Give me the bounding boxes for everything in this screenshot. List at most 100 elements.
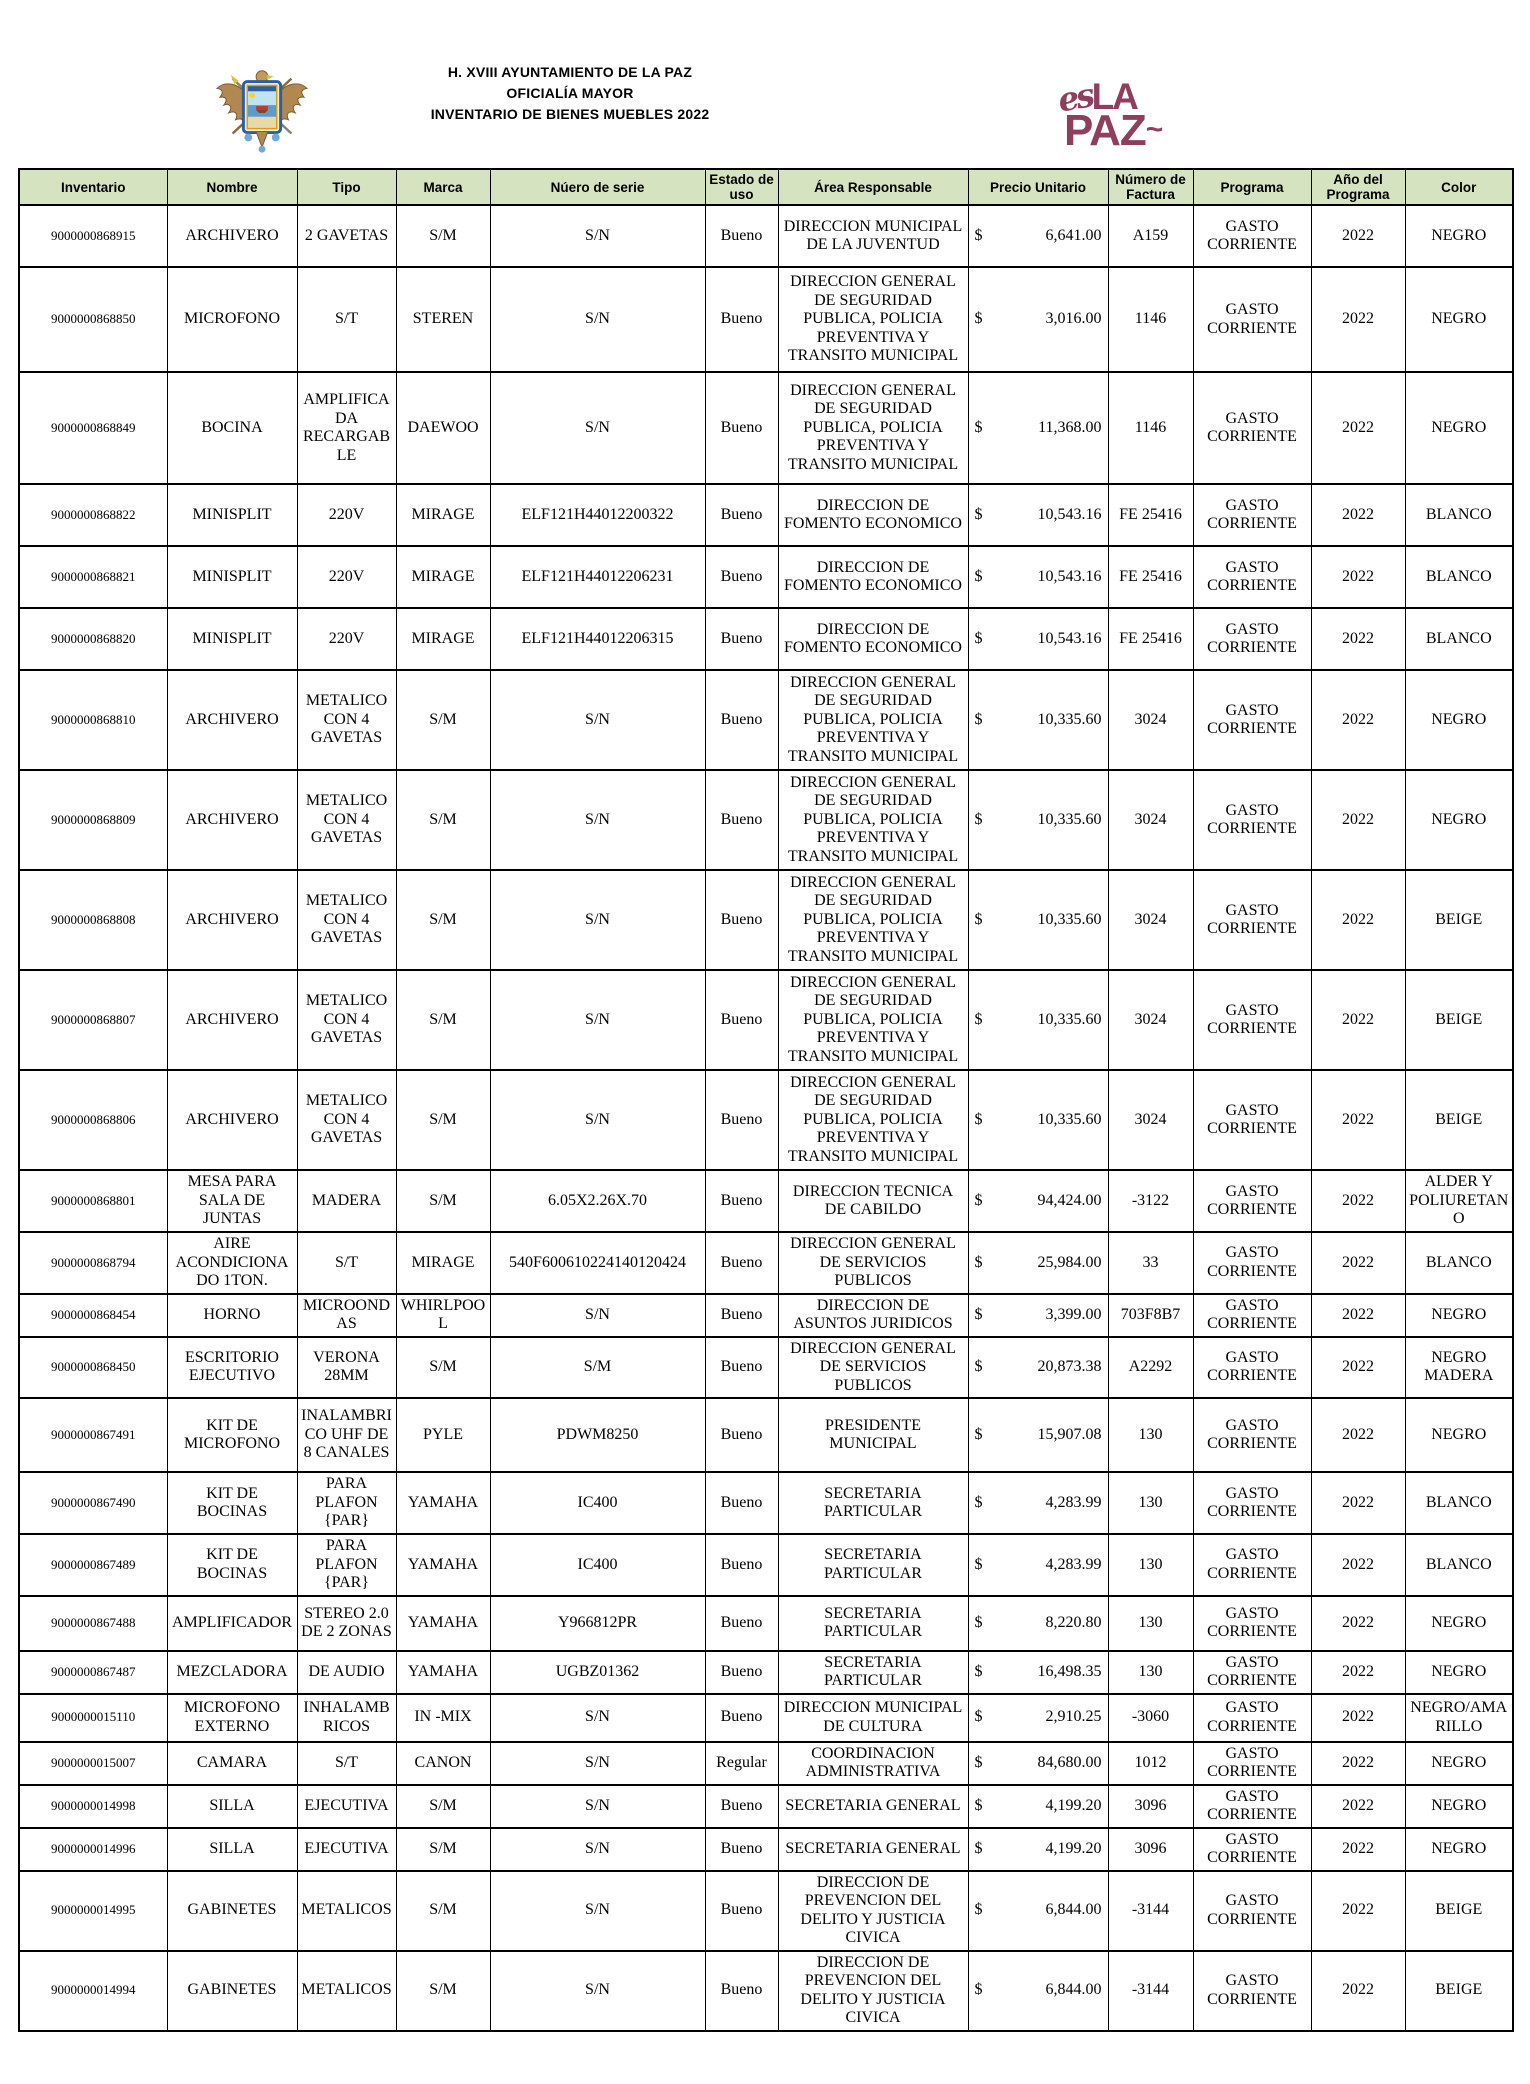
cell-area-responsable: DIRECCION DE FOMENTO ECONOMICO xyxy=(777,607,969,671)
cell-anio-programa: 2022 xyxy=(1310,483,1406,547)
cell-serial-number: UGBZ01362 xyxy=(489,1649,706,1695)
col-header-color: Color xyxy=(1404,168,1514,206)
cell-inventario: 9000000868808 xyxy=(18,869,168,971)
cell-precio-unitario: $3,016.00 xyxy=(967,266,1109,373)
cell-programa: GASTO CORRIENTE xyxy=(1192,1692,1312,1743)
cell-color: BLANCO xyxy=(1404,1533,1514,1597)
cell-color: NEGRO xyxy=(1404,769,1514,871)
cell-tipo: STEREO 2.0 DE 2 ZONAS xyxy=(296,1594,397,1652)
cell-anio-programa: 2022 xyxy=(1310,266,1406,373)
col-header-anio: Año del Programa xyxy=(1310,168,1406,206)
cell-color: NEGRO xyxy=(1404,1740,1514,1786)
cell-anio-programa: 2022 xyxy=(1310,1783,1406,1829)
currency-symbol: $ xyxy=(974,1253,983,1271)
cell-inventario: 9000000868821 xyxy=(18,545,168,609)
cell-anio-programa: 2022 xyxy=(1310,1594,1406,1652)
cell-inventario: 9000000014996 xyxy=(18,1826,168,1872)
cell-inventario: 9000000867491 xyxy=(18,1397,168,1473)
cell-estado-uso: Bueno xyxy=(704,1949,779,2032)
cell-nombre: GABINETES xyxy=(166,1949,298,2032)
cell-numero-factura: 3024 xyxy=(1107,869,1194,971)
cell-serial-number: S/N xyxy=(489,1826,706,1872)
cell-programa: GASTO CORRIENTE xyxy=(1192,1740,1312,1786)
cell-area-responsable: SECRETARIA PARTICULAR xyxy=(777,1533,969,1597)
cell-precio-unitario: $10,543.16 xyxy=(967,545,1109,609)
cell-precio-unitario: $6,641.00 xyxy=(967,204,1109,268)
cell-inventario: 9000000867488 xyxy=(18,1594,168,1652)
cell-color: BEIGE xyxy=(1404,869,1514,971)
currency-symbol: $ xyxy=(974,505,983,523)
cell-nombre: MICROFONO xyxy=(166,266,298,373)
inventory-table: Inventario Nombre Tipo Marca Núero de se… xyxy=(18,168,1514,2032)
cell-numero-factura: -3144 xyxy=(1107,1949,1194,2032)
cell-numero-factura: 1146 xyxy=(1107,371,1194,485)
cell-precio-unitario: $6,844.00 xyxy=(967,1869,1109,1952)
cell-programa: GASTO CORRIENTE xyxy=(1192,1471,1312,1535)
table-row: 9000000868806 ARCHIVERO METALICO CON 4 GAV… xyxy=(18,1069,1514,1171)
cell-numero-factura: A159 xyxy=(1107,204,1194,268)
cell-area-responsable: DIRECCION GENERAL DE SEGURIDAD PUBLICA, … xyxy=(777,1069,969,1171)
cell-marca: YAMAHA xyxy=(395,1471,491,1535)
cell-anio-programa: 2022 xyxy=(1310,1471,1406,1535)
cell-anio-programa: 2022 xyxy=(1310,1169,1406,1233)
cell-tipo: METALICO CON 4 GAVETAS xyxy=(296,869,397,971)
cell-serial-number: Y966812PR xyxy=(489,1594,706,1652)
cell-marca: MIRAGE xyxy=(395,545,491,609)
cell-programa: GASTO CORRIENTE xyxy=(1192,266,1312,373)
cell-serial-number: ELF121H44012206315 xyxy=(489,607,706,671)
cell-tipo: 2 GAVETAS xyxy=(296,204,397,268)
amount-value: 84,680.00 xyxy=(1037,1753,1102,1771)
table-row: 9000000014996 SILLA EJECUTIVA S/M S/N Bueno SE… xyxy=(18,1826,1514,1872)
cell-tipo: 220V xyxy=(296,545,397,609)
cell-tipo: INHALAMBRICOS xyxy=(296,1692,397,1743)
cell-inventario: 9000000015110 xyxy=(18,1692,168,1743)
title-line-2: OFICIALÍA MAYOR xyxy=(506,85,634,101)
cell-color: BEIGE xyxy=(1404,969,1514,1071)
cell-inventario: 9000000868806 xyxy=(18,1069,168,1171)
cell-nombre: ARCHIVERO xyxy=(166,204,298,268)
cell-marca: YAMAHA xyxy=(395,1533,491,1597)
cell-nombre: GABINETES xyxy=(166,1869,298,1952)
cell-inventario: 9000000867487 xyxy=(18,1649,168,1695)
currency-symbol: $ xyxy=(974,1901,983,1919)
cell-numero-factura: -3144 xyxy=(1107,1869,1194,1952)
cell-area-responsable: DIRECCION GENERAL DE SERVICIOS PUBLICOS xyxy=(777,1231,969,1295)
cell-area-responsable: COORDINACION ADMINISTRATIVA xyxy=(777,1740,969,1786)
cell-serial-number: S/N xyxy=(489,1692,706,1743)
cell-nombre: MINISPLIT xyxy=(166,607,298,671)
cell-serial-number: S/N xyxy=(489,1292,706,1338)
col-header-estado: Estado de uso xyxy=(704,168,779,206)
cell-tipo: INALAMBRICO UHF DE 8 CANALES xyxy=(296,1397,397,1473)
table-row: 9000000867487 MEZCLADORA DE AUDIO YAMAHA UGB… xyxy=(18,1649,1514,1695)
cell-estado-uso: Bueno xyxy=(704,1826,779,1872)
table-row: 9000000868820 MINISPLIT 220V MIRAGE ELF121H4… xyxy=(18,607,1514,671)
cell-inventario: 9000000867489 xyxy=(18,1533,168,1597)
cell-nombre: AIRE ACONDICIONADO 1TON. xyxy=(166,1231,298,1295)
cell-anio-programa: 2022 xyxy=(1310,1692,1406,1743)
currency-symbol: $ xyxy=(974,1358,983,1375)
cell-serial-number: S/N xyxy=(489,1869,706,1952)
cell-area-responsable: DIRECCION GENERAL DE SEGURIDAD PUBLICA, … xyxy=(777,371,969,485)
cell-programa: GASTO CORRIENTE xyxy=(1192,1783,1312,1829)
cell-precio-unitario: $2,910.25 xyxy=(967,1692,1109,1743)
table-row: 9000000867491 KIT DE MICROFONO INALAMBRICO… xyxy=(18,1397,1514,1473)
cell-anio-programa: 2022 xyxy=(1310,1869,1406,1952)
cell-marca: DAEWOO xyxy=(395,371,491,485)
cell-programa: GASTO CORRIENTE xyxy=(1192,371,1312,485)
cell-programa: GASTO CORRIENTE xyxy=(1192,669,1312,771)
cell-area-responsable: DIRECCION DE PREVENCION DEL DELITO Y JUS… xyxy=(777,1869,969,1952)
currency-symbol: $ xyxy=(974,1555,983,1573)
cell-serial-number: ELF121H44012200322 xyxy=(489,483,706,547)
cell-estado-uso: Bueno xyxy=(704,769,779,871)
cell-color: BLANCO xyxy=(1404,1471,1514,1535)
cell-numero-factura: -3060 xyxy=(1107,1692,1194,1743)
cell-serial-number: S/N xyxy=(489,969,706,1071)
cell-nombre: HORNO xyxy=(166,1292,298,1338)
cell-precio-unitario: $25,984.00 xyxy=(967,1231,1109,1295)
cell-marca: S/M xyxy=(395,1783,491,1829)
cell-serial-number: S/N xyxy=(489,1069,706,1171)
cell-tipo: S/T xyxy=(296,266,397,373)
currency-symbol: $ xyxy=(974,710,983,728)
cell-nombre: BOCINA xyxy=(166,371,298,485)
cell-area-responsable: DIRECCION GENERAL DE SEGURIDAD PUBLICA, … xyxy=(777,869,969,971)
